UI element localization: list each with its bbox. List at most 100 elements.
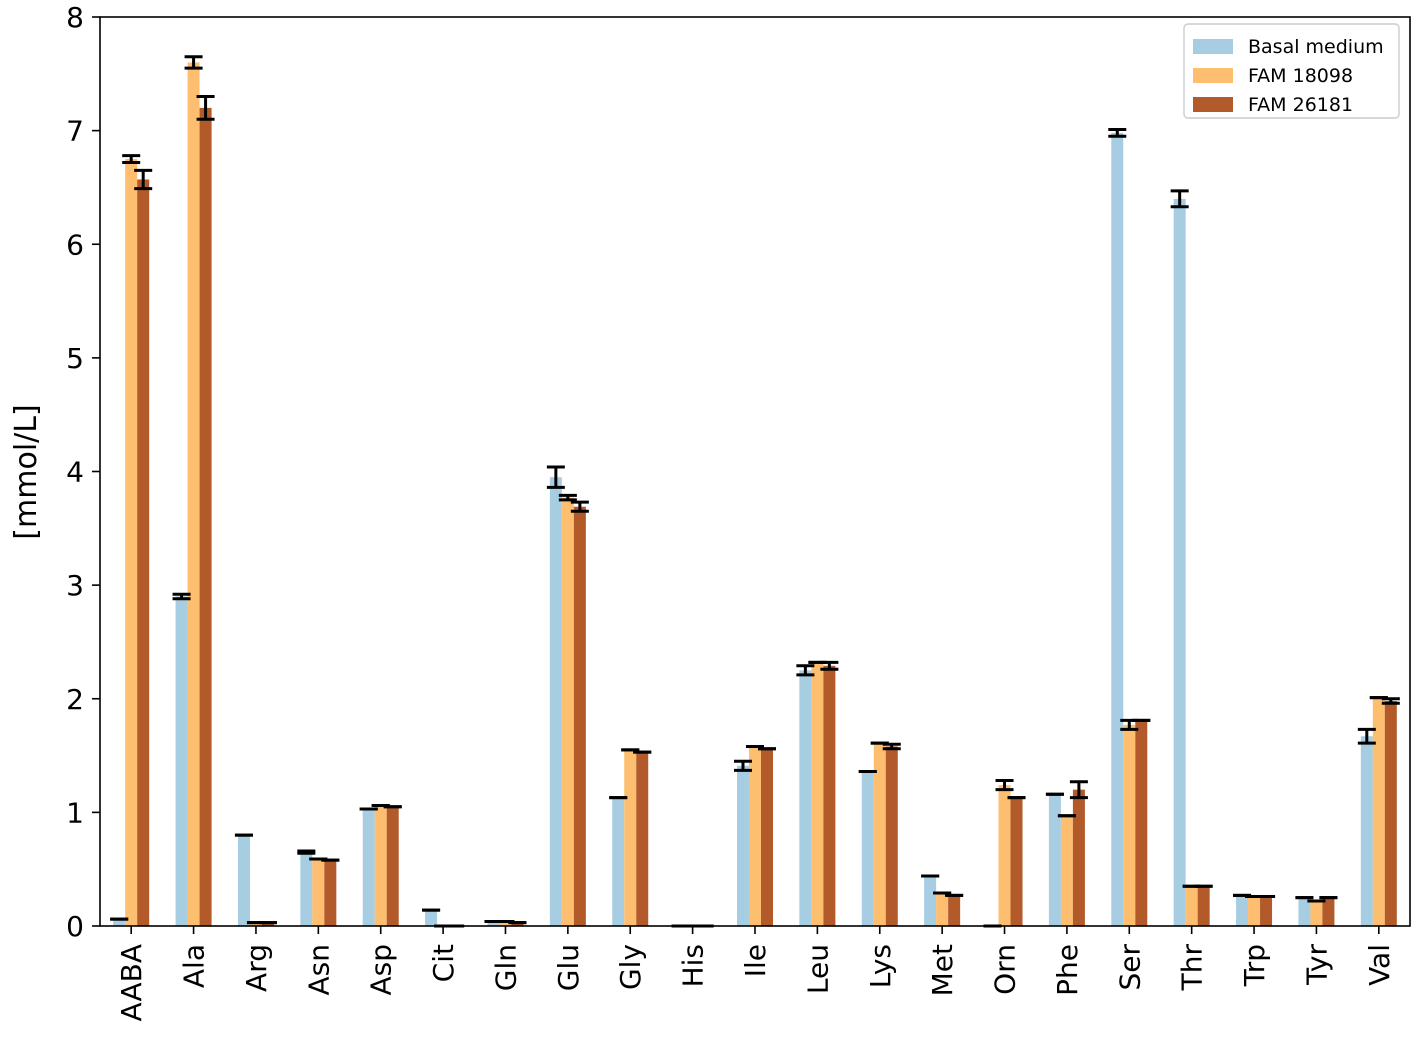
bar-val-series-1 (1360, 736, 1373, 926)
bar-arg-series-1 (237, 835, 250, 926)
bar-asp-series-2 (374, 805, 387, 926)
bar-leu-series-3 (823, 665, 836, 926)
bar-thr-series-2 (1185, 886, 1198, 926)
bar-ala-series-2 (187, 62, 200, 926)
bar-ser-series-3 (1135, 720, 1148, 926)
y-tick-label: 4 (66, 456, 84, 489)
x-tick-label: Ser (1113, 944, 1146, 991)
x-tick-label: Ile (739, 944, 772, 977)
error-bar-orn-series-2 (995, 779, 1014, 792)
error-bar-val-series-1 (1357, 727, 1376, 745)
bar-tyr-series-1 (1298, 897, 1311, 926)
error-bar-leu-series-1 (796, 664, 815, 677)
x-tick-label: Met (926, 944, 959, 996)
legend-label: FAM 18098 (1248, 65, 1353, 87)
bar-aaba-series-3 (137, 179, 150, 926)
x-tick-label: Gly (614, 944, 647, 990)
bar-ala-series-1 (175, 596, 188, 926)
bar-cit-series-1 (425, 910, 438, 926)
bar-tyr-series-3 (1322, 897, 1335, 926)
bar-tyr-series-2 (1310, 901, 1323, 926)
error-bar-glu-series-1 (546, 465, 565, 489)
bar-trp-series-2 (1248, 896, 1261, 926)
error-bar-ala-series-2 (184, 55, 203, 70)
bar-gly-series-3 (636, 752, 649, 926)
x-tick-label: Leu (801, 944, 834, 994)
y-axis: 0 1 2 3 4 5 6 7 8 (66, 1, 100, 943)
bar-ala-series-3 (199, 107, 212, 926)
legend: Basal medium FAM 18098 FAM 26181 (1183, 23, 1400, 119)
error-bar-glu-series-3 (570, 500, 589, 513)
error-bar-thr-series-1 (1170, 189, 1189, 209)
error-bar-ile-series-1 (734, 759, 752, 772)
x-tick-label: Asn (302, 944, 335, 996)
x-tick-label: His (677, 944, 710, 987)
bar-ile-series-1 (737, 765, 749, 926)
x-tick-label: Thr (1176, 944, 1209, 992)
legend-swatch (1193, 39, 1233, 54)
bar-phe-series-3 (1072, 789, 1085, 926)
x-axis: AABA Ala Arg Asn Asp Cit Gln Glu Gly His Ile Leu Lys… (115, 926, 1396, 1021)
x-tick-label: Lys (864, 944, 897, 988)
y-tick-label: 2 (66, 683, 84, 716)
bar-arg-series-2 (249, 922, 262, 926)
error-bar-asn-series-1 (297, 849, 316, 855)
bar-orn-series-2 (998, 785, 1011, 926)
legend-box (1183, 23, 1400, 119)
bar-met-series-2 (936, 893, 949, 926)
bar-met-series-1 (924, 876, 937, 926)
bar-trp-series-3 (1260, 896, 1273, 926)
legend-swatch (1193, 68, 1233, 83)
error-bar-ser-series-1 (1108, 127, 1127, 138)
x-tick-label: AABA (115, 944, 148, 1021)
bar-trp-series-1 (1236, 895, 1249, 926)
bar-lys-series-1 (861, 771, 874, 926)
bar-val-series-2 (1372, 697, 1385, 926)
y-tick-label: 7 (66, 115, 84, 148)
bar-gln-series-3 (511, 922, 524, 926)
bar-ile-series-2 (749, 746, 761, 926)
bar-lys-series-2 (873, 743, 886, 926)
bar-aaba-series-1 (113, 919, 126, 926)
bar-aaba-series-2 (125, 159, 138, 926)
bar-asn-series-3 (324, 860, 337, 926)
error-bar-phe-series-3 (1069, 780, 1088, 800)
legend-label: Basal medium (1248, 36, 1384, 58)
bar-asp-series-1 (362, 808, 375, 926)
bar-asp-series-3 (386, 806, 399, 926)
x-tick-label: Arg (240, 944, 273, 992)
y-tick-label: 3 (66, 569, 84, 602)
bar-leu-series-1 (799, 670, 812, 926)
error-bar-val-series-3 (1381, 697, 1400, 705)
x-tick-label: Orn (989, 944, 1022, 995)
bar-glu-series-2 (561, 497, 574, 926)
bar-gln-series-1 (487, 921, 500, 926)
y-tick-label: 0 (66, 910, 84, 943)
bar-ser-series-1 (1111, 132, 1124, 926)
x-tick-label: Val (1363, 944, 1396, 986)
legend-swatch (1193, 97, 1233, 112)
error-bar-ala-series-1 (172, 592, 191, 601)
x-tick-label: Cit (427, 944, 460, 982)
legend-label: FAM 26181 (1248, 94, 1353, 116)
bar-asn-series-2 (312, 858, 325, 926)
y-axis-label: [mmol/L] (9, 404, 44, 539)
bar-lys-series-3 (885, 746, 898, 926)
bar-ile-series-3 (761, 748, 773, 926)
x-tick-label: Gln (489, 944, 522, 991)
bar-thr-series-3 (1197, 886, 1210, 926)
bar-gly-series-1 (612, 797, 625, 926)
x-tick-label: Tyr (1300, 944, 1333, 986)
x-tick-label: Glu (552, 944, 585, 991)
bar-asn-series-1 (300, 852, 313, 926)
error-bar-ala-series-3 (196, 95, 215, 121)
y-tick-label: 8 (66, 1, 84, 34)
error-bar-aaba-series-2 (122, 154, 141, 164)
bar-thr-series-1 (1173, 198, 1186, 927)
bar-phe-series-2 (1060, 815, 1073, 926)
bar-orn-series-3 (1010, 797, 1023, 926)
y-tick-label: 1 (66, 796, 84, 829)
bar-leu-series-2 (811, 662, 824, 926)
x-tick-label: Trp (1238, 944, 1271, 987)
